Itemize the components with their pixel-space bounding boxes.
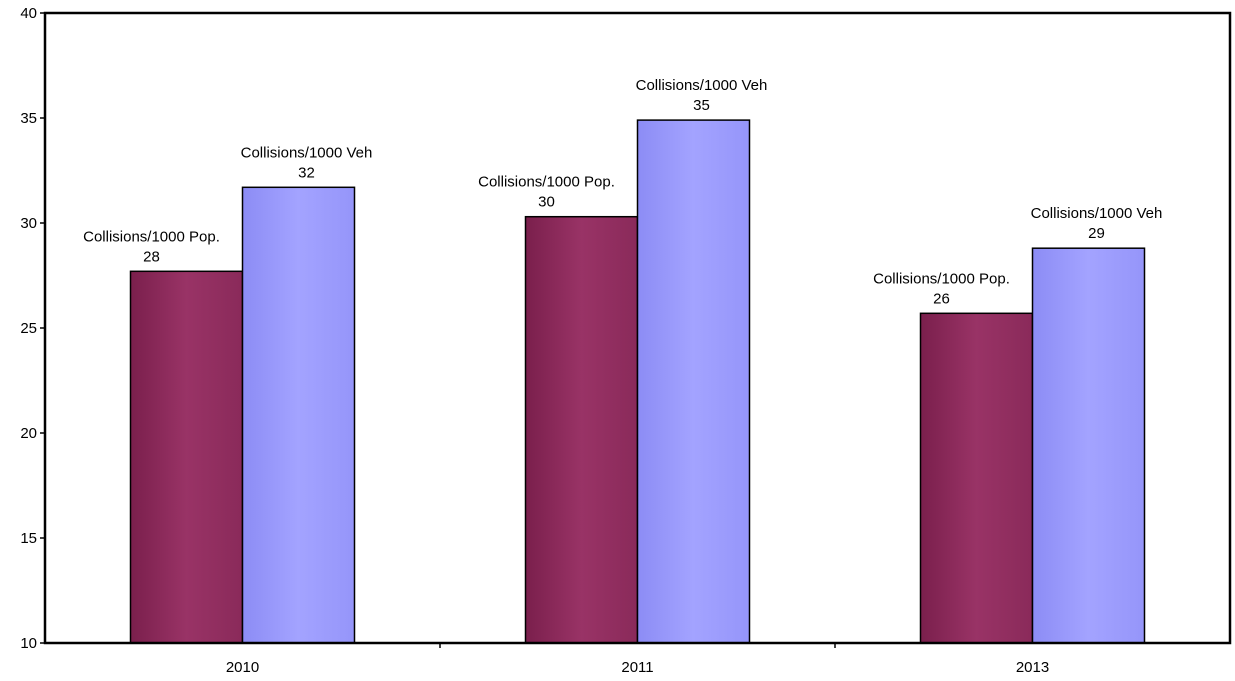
x-axis-tick-label: 2010 bbox=[226, 659, 259, 676]
data-label-value: 29 bbox=[1088, 225, 1105, 242]
y-axis-tick-label: 20 bbox=[20, 425, 37, 442]
data-labels: Collisions/1000 Pop. 28 Collisions/1000 Ve… bbox=[83, 77, 1162, 307]
data-label-series-name: Collisions/1000 Pop. bbox=[478, 174, 615, 191]
bars-layer bbox=[129, 119, 1146, 644]
y-axis-tick-label: 10 bbox=[20, 635, 37, 652]
y-axis-tick-label: 40 bbox=[20, 5, 37, 22]
data-label-value: 28 bbox=[143, 248, 160, 265]
data-label-value: 30 bbox=[538, 194, 555, 211]
x-axis-tick-label: 2013 bbox=[1016, 659, 1049, 676]
data-label-series-name: Collisions/1000 Veh bbox=[241, 144, 373, 161]
data-label-value: 32 bbox=[298, 164, 315, 181]
y-axis-tick-label: 15 bbox=[20, 530, 37, 547]
bar-collisions-per-1000-pop-2010 bbox=[129, 270, 244, 644]
y-axis-tick-label: 30 bbox=[20, 215, 37, 232]
data-label-value: 35 bbox=[693, 97, 710, 114]
x-axis-tick-label: 2011 bbox=[621, 659, 653, 676]
bar-collisions-per-1000-pop-2011 bbox=[524, 215, 639, 644]
bar-collisions-per-1000-veh-2010 bbox=[241, 186, 356, 644]
data-label-series-name: Collisions/1000 Pop. bbox=[83, 228, 220, 245]
bar-collisions-per-1000-veh-2013 bbox=[1031, 247, 1146, 644]
bar-collisions-per-1000-pop-2013 bbox=[919, 312, 1034, 644]
y-axis-tick-label: 25 bbox=[20, 320, 37, 337]
data-label-series-name: Collisions/1000 Veh bbox=[636, 77, 768, 94]
bar-collisions-per-1000-veh-2011 bbox=[636, 119, 751, 644]
data-label-value: 26 bbox=[933, 290, 950, 307]
y-axis-tick-label: 35 bbox=[20, 110, 37, 127]
data-label-series-name: Collisions/1000 Pop. bbox=[873, 270, 1010, 287]
data-label-series-name: Collisions/1000 Veh bbox=[1031, 205, 1163, 222]
axes: 10 15 20 25 30 35 40 2010 2011 2013 bbox=[20, 5, 1049, 676]
